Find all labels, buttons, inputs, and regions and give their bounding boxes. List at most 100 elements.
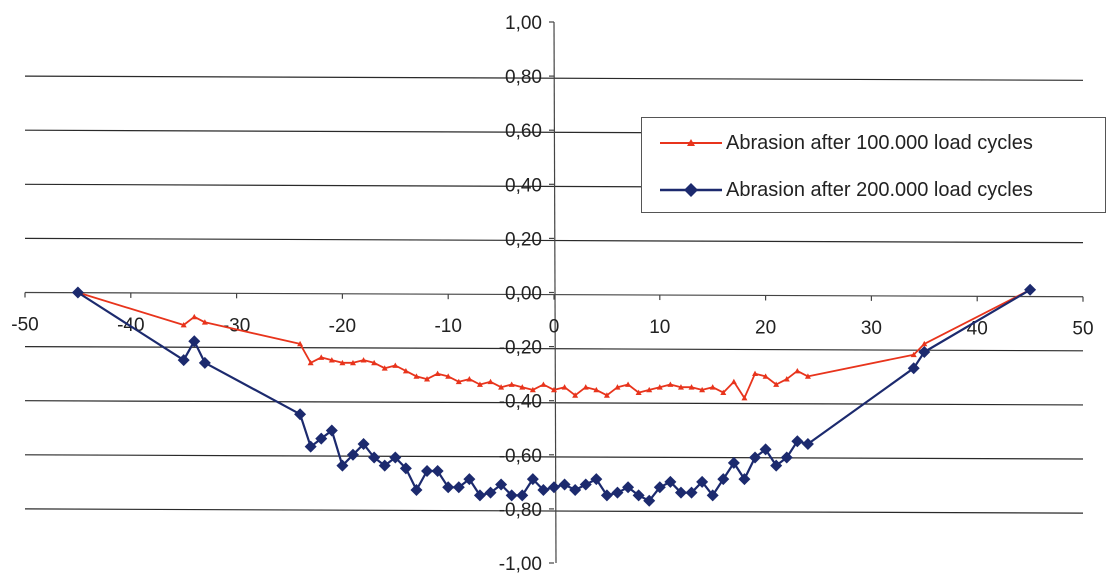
gridline [24, 346, 1084, 352]
legend-swatch-blue-diamond [660, 183, 722, 197]
x-tick-label: 0 [549, 317, 560, 338]
tick-labels: 1,00 0,80 0,60 0,40 0,20 0,00 -0,20 -0,40 -0,60 -… [11, 13, 1093, 575]
gridline [24, 237, 1084, 244]
data-point-triangle [582, 384, 589, 390]
data-point-diamond [759, 443, 772, 456]
data-point-diamond [399, 462, 412, 475]
data-point-diamond [632, 489, 645, 502]
data-point-triangle [804, 373, 811, 379]
data-point-triangle [498, 384, 505, 390]
data-point-triangle [688, 384, 695, 390]
data-point-triangle [201, 319, 208, 325]
data-point-diamond [188, 335, 201, 348]
y-tick-label: -1,00 [499, 554, 542, 575]
data-point-triangle [667, 381, 674, 387]
data-point-triangle [625, 381, 632, 387]
gridlines [24, 75, 1084, 514]
data-point-triangle [508, 381, 515, 387]
data-point-triangle [646, 386, 653, 393]
data-point-diamond [611, 486, 624, 499]
data-point-diamond [738, 473, 751, 486]
legend-item-200k: Abrasion after 200.000 load cycles [660, 175, 1033, 205]
data-point-diamond [685, 486, 698, 499]
data-point-triangle [529, 386, 536, 393]
data-point-diamond [674, 486, 687, 499]
data-point-triangle [783, 376, 790, 382]
x-tick-label: 20 [755, 317, 776, 338]
y-tick-label: -0,20 [499, 338, 542, 359]
data-point-diamond [410, 483, 423, 496]
data-point-diamond [600, 489, 613, 502]
y-tick-label: 1,00 [505, 13, 542, 34]
data-point-triangle [741, 394, 748, 401]
data-point-diamond [622, 481, 635, 494]
data-point-diamond [526, 473, 539, 486]
data-point-triangle [910, 351, 917, 358]
data-point-triangle [328, 357, 335, 363]
data-point-diamond [304, 440, 317, 453]
x-tick-label: -50 [11, 315, 38, 336]
y-tick-label: 0,00 [505, 284, 542, 305]
data-point-diamond [336, 459, 349, 472]
data-point-triangle [603, 392, 610, 398]
data-point-triangle [434, 370, 441, 377]
data-point-triangle [699, 386, 706, 393]
y-tick-label: -0,60 [499, 446, 542, 467]
data-point-diamond [357, 437, 370, 450]
x-tick-label: -20 [329, 316, 356, 337]
data-point-triangle [476, 381, 483, 387]
data-point-diamond [378, 459, 391, 472]
data-point-diamond [1024, 283, 1037, 296]
data-point-triangle [709, 384, 716, 390]
data-point-triangle [381, 365, 388, 371]
data-point-triangle [551, 386, 557, 393]
y-tick-label: 0,20 [505, 229, 542, 250]
data-point-triangle [561, 384, 568, 390]
data-point-diamond [315, 432, 328, 445]
data-point-triangle [921, 340, 928, 347]
gridline [24, 508, 1084, 514]
x-tick-label: -30 [223, 315, 250, 336]
data-point-triangle [424, 376, 431, 382]
data-point-diamond [442, 481, 455, 494]
data-point-triangle [730, 378, 737, 385]
y-axis-line [553, 21, 557, 564]
data-point-triangle [349, 359, 356, 366]
data-point-diamond [537, 483, 550, 496]
data-point-diamond [368, 451, 381, 464]
data-point-diamond [294, 408, 307, 421]
data-point-diamond [473, 489, 486, 502]
data-point-triangle [466, 376, 473, 382]
data-point-triangle [635, 389, 642, 395]
data-point-diamond [421, 465, 434, 478]
data-point-diamond [717, 473, 730, 486]
data-point-diamond [548, 481, 560, 494]
data-point-diamond [696, 475, 709, 488]
data-point-diamond [780, 451, 793, 464]
x-tick-label: 30 [861, 318, 882, 339]
y-tick-label: -0,80 [499, 500, 542, 521]
gridline [24, 400, 1084, 406]
data-point-triangle [540, 381, 547, 387]
data-point-triangle [572, 392, 579, 398]
x-tick-label: 10 [649, 317, 670, 338]
data-point-triangle [402, 367, 409, 374]
y-tick-label: 0,80 [505, 67, 542, 88]
legend: Abrasion after 100.000 load cycles Abras… [641, 117, 1106, 213]
data-point-diamond [770, 459, 783, 472]
data-point-diamond [643, 494, 656, 507]
data-point-diamond [706, 489, 719, 502]
data-point-triangle [720, 389, 727, 395]
data-point-diamond [177, 354, 190, 367]
y-tick-label: 0,60 [505, 121, 542, 142]
data-point-triangle [677, 384, 684, 390]
data-point-diamond [431, 465, 444, 478]
data-point-diamond [198, 356, 211, 369]
data-point-triangle [794, 367, 801, 374]
data-point-triangle [307, 359, 314, 366]
data-point-diamond [918, 346, 931, 359]
legend-item-100k: Abrasion after 100.000 load cycles [660, 128, 1033, 158]
data-point-triangle [191, 313, 198, 320]
data-point-diamond [653, 481, 666, 494]
